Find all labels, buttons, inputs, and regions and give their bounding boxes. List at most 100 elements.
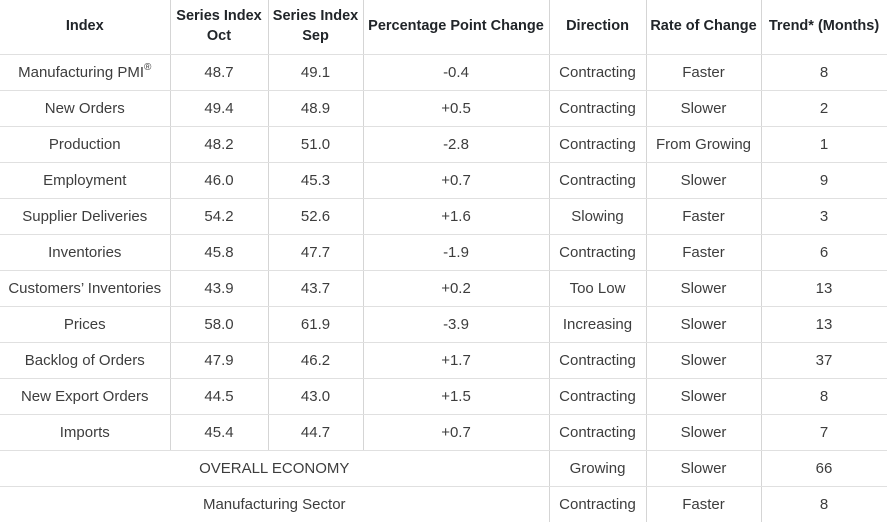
summary-label-cell: Manufacturing Sector [0,486,550,522]
series-sep-cell: 52.6 [268,198,364,235]
series-oct-cell: 46.0 [170,162,269,199]
index-label: Manufacturing PMI [18,63,144,81]
trend-months-cell: 37 [761,342,887,379]
table-row: New Export Orders 44.5 43.0 +1.5 Contrac… [0,378,887,415]
column-header-direction: Direction [549,0,647,55]
summary-row-manufacturing-sector: Manufacturing Sector Contracting Faster … [0,486,887,522]
index-cell: Customers’ Inventories [0,270,171,307]
trend-months-cell: 8 [761,54,887,91]
pp-change-cell: +0.7 [363,414,550,451]
rate-of-change-cell: Faster [646,486,762,522]
direction-cell: Contracting [549,414,647,451]
pp-change-cell: -1.9 [363,234,550,271]
direction-cell: Slowing [549,198,647,235]
series-oct-cell: 45.8 [170,234,269,271]
index-label: Employment [43,171,127,189]
index-label: Supplier Deliveries [22,207,148,225]
summary-row-overall-economy: OVERALL ECONOMY Growing Slower 66 [0,450,887,487]
rate-of-change-cell: Slower [646,450,762,487]
direction-cell: Contracting [549,378,647,415]
series-sep-cell: 46.2 [268,342,364,379]
series-oct-cell: 44.5 [170,378,269,415]
rate-of-change-cell: Slower [646,270,762,307]
table-row: Inventories 45.8 47.7 -1.9 Contracting F… [0,234,887,271]
index-cell: Employment [0,162,171,199]
pp-change-cell: -3.9 [363,306,550,343]
series-sep-cell: 49.1 [268,54,364,91]
index-label: Production [48,135,121,153]
trend-months-cell: 7 [761,414,887,451]
index-label: Customers’ Inventories [8,279,162,297]
trend-months-cell: 2 [761,90,887,127]
direction-cell: Contracting [549,342,647,379]
series-sep-cell: 51.0 [268,126,364,163]
index-label: Backlog of Orders [24,351,145,369]
table-row: Backlog of Orders 47.9 46.2 +1.7 Contrac… [0,342,887,379]
index-label: New Export Orders [20,387,149,405]
series-oct-cell: 48.2 [170,126,269,163]
rate-of-change-cell: Faster [646,198,762,235]
table-row: Manufacturing PMI® 48.7 49.1 -0.4 Contra… [0,54,887,91]
series-oct-cell: 48.7 [170,54,269,91]
rate-of-change-cell: Faster [646,234,762,271]
trend-months-cell: 8 [761,486,887,522]
trend-months-cell: 13 [761,270,887,307]
rate-of-change-cell: Slower [646,342,762,379]
series-oct-cell: 43.9 [170,270,269,307]
series-sep-cell: 47.7 [268,234,364,271]
series-sep-cell: 45.3 [268,162,364,199]
direction-cell: Contracting [549,234,647,271]
table-row: Imports 45.4 44.7 +0.7 Contracting Slowe… [0,414,887,451]
index-label: Imports [59,423,110,441]
trend-months-cell: 13 [761,306,887,343]
rate-of-change-cell: Faster [646,54,762,91]
trend-months-cell: 3 [761,198,887,235]
series-oct-cell: 45.4 [170,414,269,451]
trend-months-cell: 6 [761,234,887,271]
pp-change-cell: +1.6 [363,198,550,235]
pp-change-cell: +0.2 [363,270,550,307]
table-row: Production 48.2 51.0 -2.8 Contracting Fr… [0,126,887,163]
index-cell: Prices [0,306,171,343]
index-cell: Backlog of Orders [0,342,171,379]
index-cell: New Export Orders [0,378,171,415]
rate-of-change-cell: From Growing [646,126,762,163]
pp-change-cell: +0.7 [363,162,550,199]
index-cell: Production [0,126,171,163]
pp-change-cell: -2.8 [363,126,550,163]
series-oct-cell: 47.9 [170,342,269,379]
index-label: Prices [63,315,106,333]
column-header-series-sep: Series Index Sep [268,0,364,55]
pp-change-cell: +1.5 [363,378,550,415]
rate-of-change-cell: Slower [646,90,762,127]
table-row: Supplier Deliveries 54.2 52.6 +1.6 Slowi… [0,198,887,235]
series-sep-cell: 44.7 [268,414,364,451]
pp-change-cell: +1.7 [363,342,550,379]
direction-cell: Growing [549,450,647,487]
direction-cell: Increasing [549,306,647,343]
index-label: New Orders [44,99,125,117]
trend-months-cell: 8 [761,378,887,415]
direction-cell: Too Low [549,270,647,307]
index-cell: Supplier Deliveries [0,198,171,235]
rate-of-change-cell: Slower [646,162,762,199]
rate-of-change-cell: Slower [646,306,762,343]
table-row: Employment 46.0 45.3 +0.7 Contracting Sl… [0,162,887,199]
series-oct-cell: 58.0 [170,306,269,343]
summary-label-cell: OVERALL ECONOMY [0,450,550,487]
table-row: New Orders 49.4 48.9 +0.5 Contracting Sl… [0,90,887,127]
series-sep-cell: 61.9 [268,306,364,343]
column-header-index: Index [0,0,171,55]
series-sep-cell: 43.7 [268,270,364,307]
table-row: Prices 58.0 61.9 -3.9 Increasing Slower … [0,306,887,343]
index-label: Inventories [48,243,122,261]
index-cell: Manufacturing PMI® [0,54,171,91]
trend-months-cell: 1 [761,126,887,163]
header-row: Index Series Index Oct Series Index Sep … [0,0,887,55]
series-sep-cell: 48.9 [268,90,364,127]
direction-cell: Contracting [549,126,647,163]
rate-of-change-cell: Slower [646,378,762,415]
pp-change-cell: -0.4 [363,54,550,91]
